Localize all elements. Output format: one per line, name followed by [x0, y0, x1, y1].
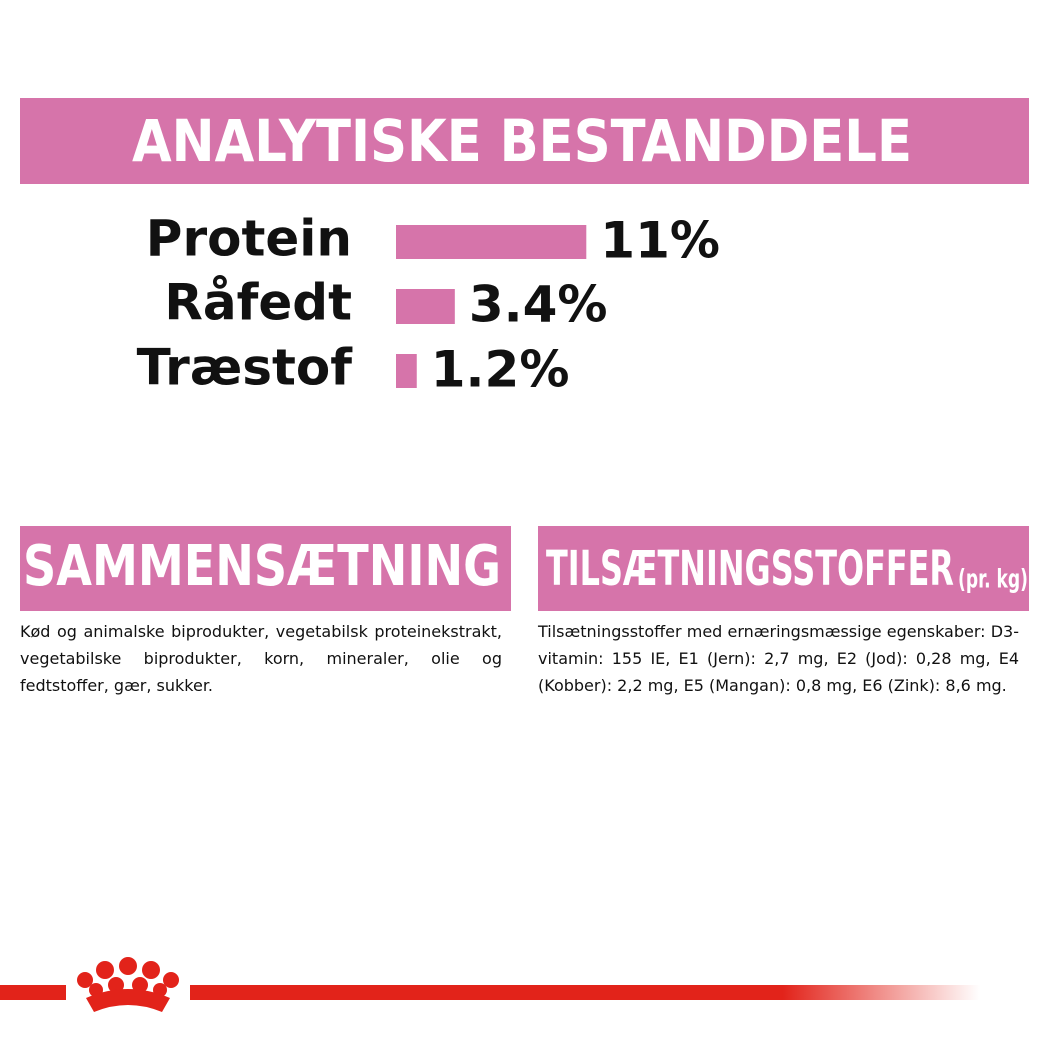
category-label: Råfedt	[164, 274, 352, 332]
value-label: 11%	[600, 212, 720, 270]
section-text: Tilsætningsstoffer med ernæringsmæssige …	[538, 622, 1019, 695]
brand-line	[190, 985, 980, 1000]
category-label: Træstof	[137, 339, 354, 397]
bar	[396, 225, 587, 259]
brand-line	[0, 985, 66, 1000]
section-band	[20, 526, 511, 611]
section-title: TILSÆTNINGSSTOFFER	[546, 541, 954, 597]
category-label: Protein	[146, 210, 352, 268]
value-label: 1.2%	[431, 341, 570, 399]
bar	[396, 354, 417, 388]
bar	[396, 289, 455, 324]
header-band	[20, 98, 1029, 184]
section-subtitle: (pr. kg)	[958, 565, 1028, 595]
section-title: SAMMENSÆTNING	[23, 534, 501, 599]
section-band	[538, 526, 1029, 611]
header-title: ANALYTISKE BESTANDDELE	[132, 107, 912, 175]
logo	[77, 957, 179, 1012]
value-label: 3.4%	[469, 276, 608, 334]
section-text: Kød og animalske biprodukter, vegetabils…	[20, 622, 502, 695]
